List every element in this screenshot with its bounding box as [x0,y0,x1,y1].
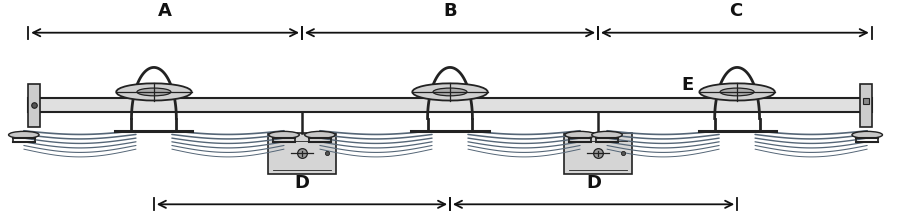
Circle shape [565,131,596,138]
Bar [28,98,872,112]
Circle shape [720,88,754,96]
Circle shape [433,88,467,96]
Text: C: C [729,2,742,20]
Circle shape [137,88,171,96]
Circle shape [269,131,300,138]
Text: B: B [443,2,457,20]
Circle shape [412,83,488,101]
Bar [28,84,40,127]
Bar [268,133,336,174]
Text: D: D [586,174,601,192]
Circle shape [699,83,775,101]
Bar [564,133,632,174]
Circle shape [852,131,883,138]
Circle shape [9,131,39,138]
Circle shape [304,131,335,138]
Text: A: A [158,2,172,20]
Text: E: E [681,76,694,94]
Circle shape [592,131,622,138]
Text: D: D [294,174,310,192]
Circle shape [116,83,192,101]
Bar [860,84,872,127]
